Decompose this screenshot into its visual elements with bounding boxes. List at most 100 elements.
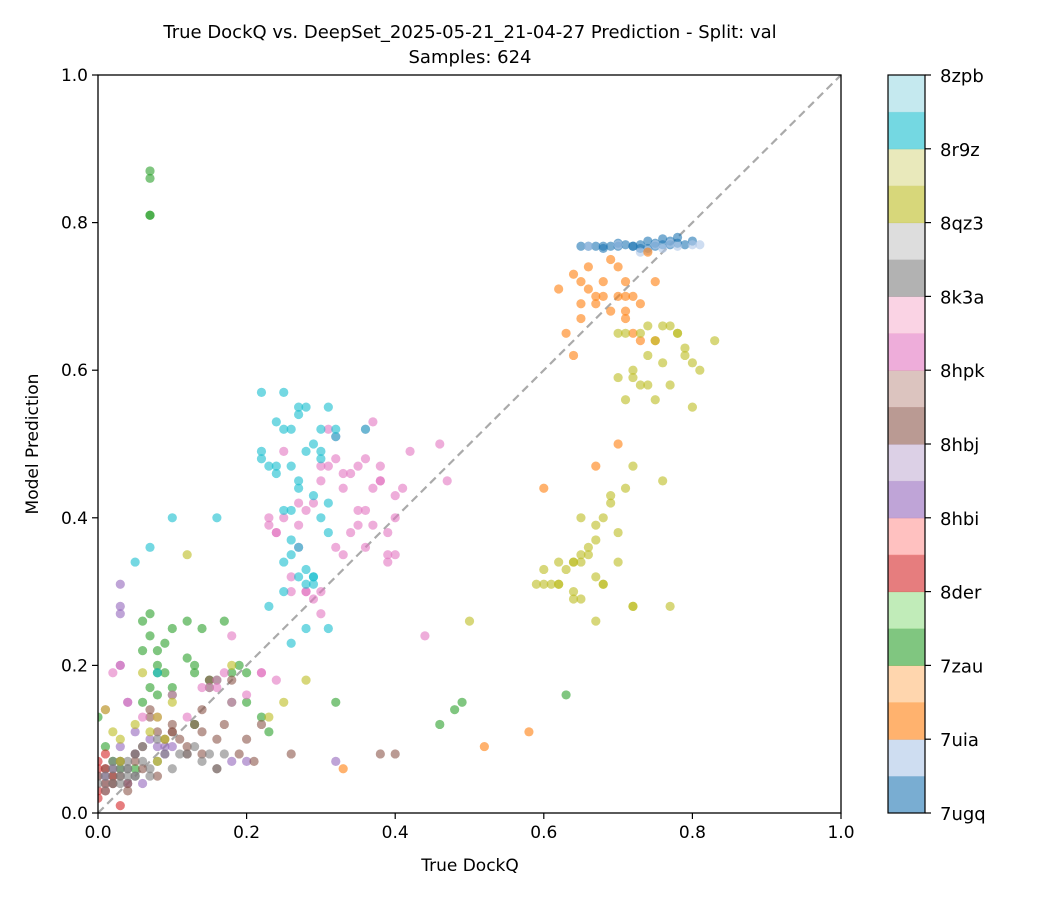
data-point bbox=[301, 505, 311, 516]
data-point bbox=[145, 682, 155, 693]
data-point bbox=[576, 594, 586, 604]
data-point bbox=[189, 741, 200, 752]
data-point bbox=[346, 468, 356, 479]
data-point bbox=[242, 668, 252, 678]
colorbar-segment bbox=[888, 259, 925, 297]
data-point bbox=[212, 734, 222, 744]
data-point bbox=[145, 705, 155, 715]
data-point bbox=[383, 550, 393, 560]
data-point bbox=[680, 240, 690, 250]
data-point bbox=[420, 631, 430, 641]
data-point bbox=[308, 594, 319, 604]
data-point bbox=[375, 476, 385, 486]
data-point bbox=[242, 756, 252, 766]
data-point bbox=[137, 646, 148, 656]
data-point bbox=[606, 241, 616, 251]
data-point bbox=[256, 387, 267, 397]
data-point bbox=[650, 277, 660, 287]
colorbar-label: 8hbi bbox=[940, 509, 979, 530]
data-point bbox=[115, 601, 125, 611]
data-point bbox=[360, 424, 371, 434]
data-point bbox=[182, 712, 192, 722]
data-point bbox=[279, 557, 289, 567]
data-point bbox=[635, 336, 645, 346]
data-point bbox=[182, 616, 192, 626]
data-point bbox=[294, 483, 304, 493]
data-point bbox=[316, 476, 326, 486]
data-point bbox=[323, 461, 333, 471]
y-axis: 0.0 0.2 0.4 0.6 0.8 1.0 bbox=[61, 66, 98, 824]
data-point bbox=[568, 557, 579, 567]
plot-area bbox=[97, 74, 842, 814]
data-point bbox=[687, 402, 698, 412]
data-point bbox=[123, 764, 133, 774]
data-point bbox=[227, 668, 237, 678]
data-point bbox=[256, 719, 267, 730]
colorbar-segment bbox=[888, 185, 925, 224]
data-point bbox=[130, 749, 140, 759]
data-point bbox=[279, 424, 289, 434]
data-point bbox=[286, 572, 296, 582]
data-point bbox=[167, 623, 177, 634]
data-point bbox=[212, 513, 222, 523]
data-point bbox=[301, 675, 311, 685]
data-point bbox=[167, 764, 177, 774]
data-point bbox=[189, 668, 200, 678]
data-point bbox=[167, 719, 177, 730]
data-point bbox=[294, 498, 304, 508]
data-point bbox=[598, 243, 608, 254]
data-point bbox=[368, 417, 378, 427]
data-point bbox=[672, 328, 683, 338]
data-point bbox=[152, 690, 163, 700]
data-point bbox=[234, 749, 244, 759]
data-point bbox=[360, 454, 371, 464]
x-axis-label: True DockQ bbox=[420, 856, 519, 876]
data-point bbox=[650, 240, 660, 250]
data-point bbox=[271, 417, 281, 427]
data-point bbox=[323, 498, 333, 508]
data-point bbox=[137, 616, 148, 626]
data-point bbox=[613, 291, 623, 301]
data-point bbox=[137, 668, 148, 678]
data-point bbox=[130, 557, 140, 567]
data-point bbox=[308, 579, 319, 589]
data-point bbox=[591, 291, 601, 301]
data-point bbox=[160, 749, 170, 759]
colorbar-label: 8k3a bbox=[940, 287, 984, 308]
data-point bbox=[331, 756, 341, 766]
data-point bbox=[301, 446, 311, 456]
data-point bbox=[197, 623, 207, 634]
data-point bbox=[212, 682, 222, 693]
data-point bbox=[130, 764, 140, 774]
data-point bbox=[152, 771, 163, 781]
data-point bbox=[308, 439, 319, 449]
data-point bbox=[145, 712, 155, 722]
data-point bbox=[628, 372, 638, 383]
y-tick-label: 0.6 bbox=[61, 361, 88, 381]
data-point bbox=[145, 631, 155, 641]
data-point bbox=[152, 727, 163, 737]
data-point bbox=[591, 299, 601, 309]
data-point bbox=[323, 424, 333, 434]
data-point bbox=[308, 572, 319, 582]
data-point bbox=[598, 513, 608, 523]
data-point bbox=[130, 719, 140, 730]
data-point bbox=[323, 623, 333, 634]
data-point bbox=[554, 579, 564, 589]
data-point bbox=[108, 727, 118, 737]
data-point bbox=[323, 527, 333, 538]
data-point bbox=[108, 764, 118, 774]
data-point bbox=[658, 234, 668, 244]
data-point bbox=[316, 461, 326, 471]
data-point bbox=[301, 402, 311, 412]
data-point bbox=[242, 690, 252, 700]
data-point bbox=[628, 291, 638, 301]
data-point bbox=[561, 328, 571, 338]
data-point bbox=[256, 454, 267, 464]
data-point bbox=[687, 358, 698, 368]
data-point bbox=[628, 241, 638, 251]
data-point bbox=[167, 513, 177, 523]
y-tick-label: 1.0 bbox=[61, 66, 88, 86]
colorbar-segment bbox=[888, 222, 925, 260]
data-point bbox=[145, 609, 155, 619]
